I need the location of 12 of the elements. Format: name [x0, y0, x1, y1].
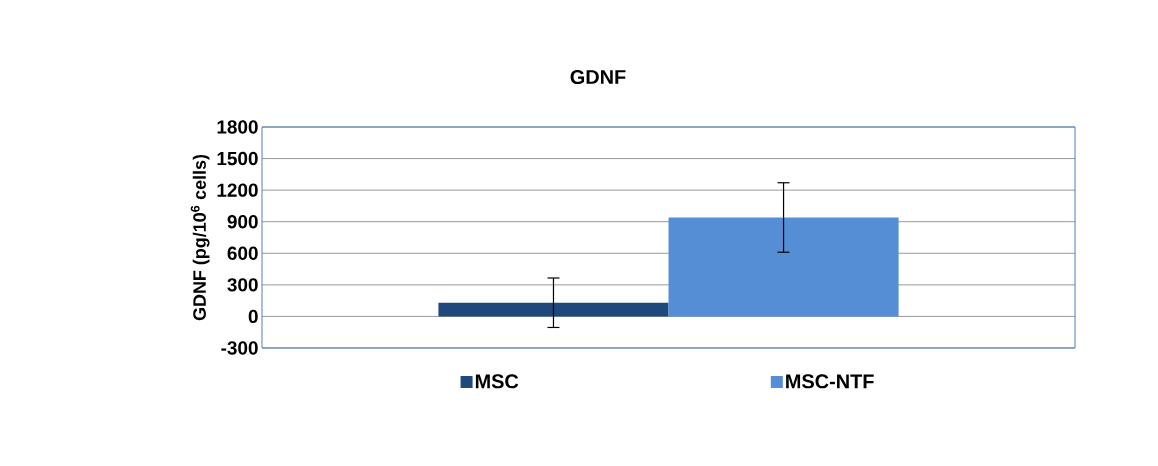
y-axis-title: GDNF (pg/10$^{6}$ cells): [190, 154, 210, 321]
y-tick-label: 1800: [217, 120, 258, 134]
legend-label: MSC-NTF: [786, 374, 874, 389]
y-tick-label: 300: [227, 278, 258, 292]
chart-title: GDNF: [570, 69, 626, 85]
y-tick-label: 1500: [217, 151, 258, 166]
y-tick-label: 0: [248, 309, 258, 324]
legend-label: MSC: [475, 374, 519, 389]
y-tick-label: 900: [227, 215, 258, 229]
y-tick-label: 1200: [217, 183, 258, 197]
y-tick-label: -300: [221, 341, 258, 355]
y-tick-label: 600: [227, 246, 258, 260]
